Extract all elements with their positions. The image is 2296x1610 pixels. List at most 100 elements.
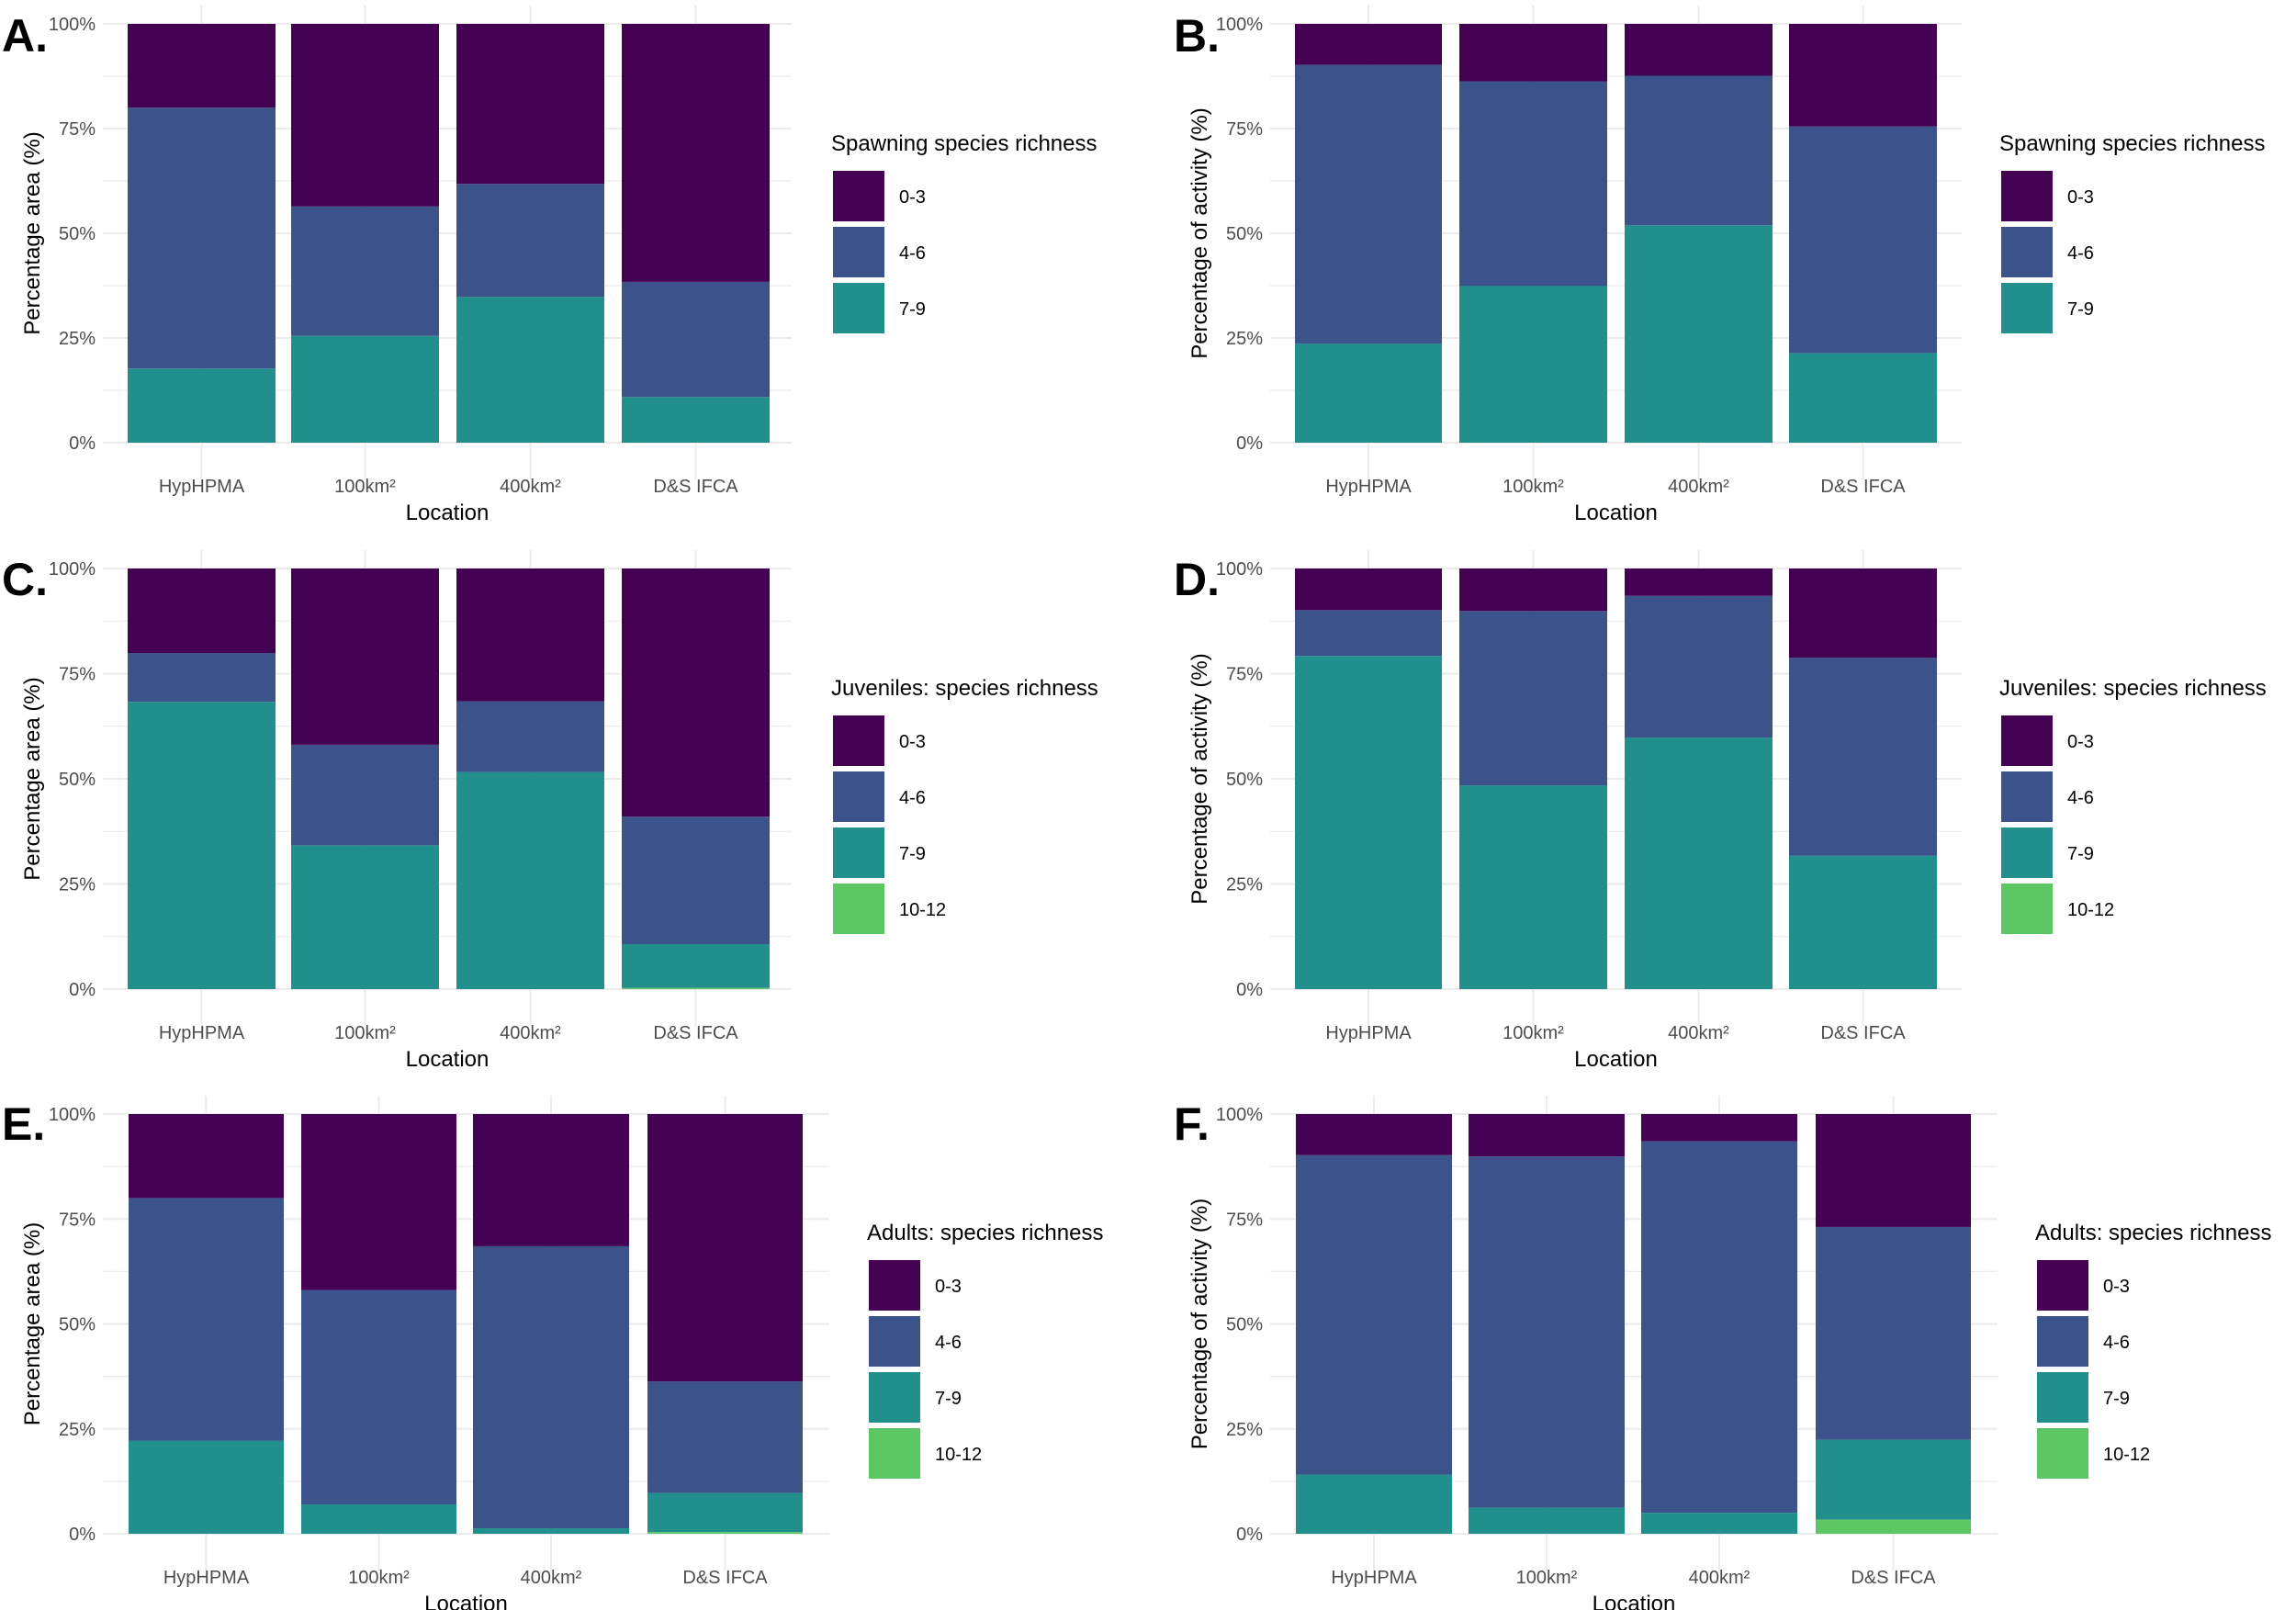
y-axis-title: Percentage area (%) bbox=[20, 131, 45, 334]
y-tick-label: 100% bbox=[49, 15, 96, 35]
bar-segment-7-9-2 bbox=[473, 1528, 629, 1534]
x-tick-label: 400km² bbox=[1668, 1023, 1729, 1043]
bar-segment-7-9-3 bbox=[622, 943, 770, 988]
legend-key-4-6 bbox=[869, 1316, 920, 1367]
legend: Spawning species richness 0-3 4-6 7-9 bbox=[831, 131, 1097, 333]
panel-letter: F. bbox=[1174, 1098, 1210, 1150]
bar-segment-7-9-2 bbox=[456, 771, 604, 989]
legend-key-10-12 bbox=[2037, 1428, 2088, 1479]
legend-label: 10-12 bbox=[2067, 900, 2114, 920]
legend-label: 4-6 bbox=[2103, 1333, 2130, 1353]
legend: Juveniles: species richness 0-3 4-6 7-9 10-1… bbox=[831, 676, 1098, 934]
x-axis-title: Location bbox=[424, 1592, 508, 1610]
bar-segment-7-9-0 bbox=[129, 1440, 284, 1534]
bar-segment-7-9-1 bbox=[1459, 286, 1607, 443]
x-tick-label: 100km² bbox=[348, 1568, 410, 1588]
x-tick-label: HypHPMA bbox=[1325, 477, 1412, 497]
y-tick-label: 0% bbox=[1236, 980, 1263, 1000]
y-tick-label: 100% bbox=[1216, 15, 1263, 35]
bar-segment-7-9-0 bbox=[128, 368, 276, 443]
bar-segment-4-6-3 bbox=[1816, 1226, 1971, 1440]
x-tick-label: HypHPMA bbox=[1331, 1568, 1417, 1588]
legend-label: 4-6 bbox=[935, 1333, 962, 1353]
bar-segment-0-3-3 bbox=[1816, 1114, 1971, 1227]
bar-segment-7-9-2 bbox=[1625, 225, 1773, 443]
y-tick-label: 0% bbox=[69, 433, 96, 454]
bar-segment-7-9-0 bbox=[1295, 343, 1442, 443]
bar-segment-0-3-1 bbox=[1459, 569, 1607, 612]
y-tick-label: 100% bbox=[49, 1105, 96, 1125]
x-tick-label: HypHPMA bbox=[159, 1023, 245, 1043]
legend: Adults: species richness 0-3 4-6 7-9 10-12 bbox=[2035, 1221, 2271, 1479]
x-tick-label: HypHPMA bbox=[159, 477, 245, 497]
legend-label: 10-12 bbox=[899, 900, 946, 920]
panel-letter: C. bbox=[2, 554, 48, 605]
bar-segment-0-3-0 bbox=[128, 24, 276, 108]
bar-segment-4-6-0 bbox=[1295, 610, 1442, 657]
y-tick-label: 25% bbox=[1226, 329, 1263, 349]
bar-segment-7-9-3 bbox=[647, 1492, 803, 1533]
x-tick-label: 100km² bbox=[1516, 1568, 1578, 1588]
bar-segment-7-9-1 bbox=[1459, 785, 1607, 989]
y-tick-label: 25% bbox=[59, 329, 96, 349]
x-tick-label: HypHPMA bbox=[163, 1568, 250, 1588]
x-tick-label: 100km² bbox=[1503, 1023, 1564, 1043]
y-tick-label: 50% bbox=[59, 770, 96, 790]
bar-segment-4-6-1 bbox=[291, 206, 439, 336]
bar-segment-7-9-0 bbox=[128, 702, 276, 989]
bar-segment-7-9-1 bbox=[291, 335, 439, 443]
legend-title: Adults: species richness bbox=[867, 1221, 1103, 1245]
x-tick-label: D&S IFCA bbox=[653, 1023, 738, 1043]
legend-title: Adults: species richness bbox=[2035, 1221, 2271, 1245]
legend-label: 4-6 bbox=[899, 243, 926, 264]
legend-key-0-3 bbox=[2001, 715, 2053, 766]
bar-segment-0-3-1 bbox=[291, 24, 439, 207]
bar-segment-7-9-2 bbox=[1625, 737, 1773, 989]
bar-segment-0-3-2 bbox=[473, 1114, 629, 1246]
bar-segment-4-6-2 bbox=[1625, 595, 1773, 738]
legend-key-4-6 bbox=[833, 227, 884, 277]
bar-segment-4-6-3 bbox=[622, 816, 770, 944]
y-tick-label: 50% bbox=[1226, 770, 1263, 790]
x-tick-label: 100km² bbox=[334, 477, 396, 497]
legend: Juveniles: species richness 0-3 4-6 7-9 10-1… bbox=[1999, 676, 2267, 934]
bar-segment-0-3-0 bbox=[1296, 1114, 1452, 1155]
legend-title: Spawning species richness bbox=[1999, 131, 2266, 156]
y-tick-label: 50% bbox=[59, 1315, 96, 1335]
legend-key-7-9 bbox=[2001, 283, 2053, 333]
bar-segment-4-6-0 bbox=[1295, 64, 1442, 344]
bar-segment-7-9-0 bbox=[1295, 656, 1442, 989]
y-tick-label: 100% bbox=[1216, 1105, 1263, 1125]
x-tick-label: 100km² bbox=[334, 1023, 396, 1043]
y-axis-title: Percentage area (%) bbox=[20, 1222, 45, 1425]
panel-letter: B. bbox=[1174, 10, 1220, 62]
y-tick-label: 25% bbox=[1226, 1420, 1263, 1440]
bar-segment-4-6-1 bbox=[1459, 611, 1607, 786]
legend-label: 7-9 bbox=[2067, 844, 2094, 864]
bar-segment-4-6-0 bbox=[128, 107, 276, 369]
legend-key-7-9 bbox=[2037, 1372, 2088, 1423]
bar-segment-7-9-3 bbox=[1789, 855, 1937, 989]
y-tick-label: 75% bbox=[1226, 1210, 1263, 1230]
legend-title: Juveniles: species richness bbox=[1999, 676, 2267, 701]
legend: Adults: species richness 0-3 4-6 7-9 10-12 bbox=[867, 1221, 1103, 1479]
bar-segment-7-9-0 bbox=[1296, 1474, 1452, 1534]
bar-segment-10-12-3 bbox=[1816, 1519, 1971, 1534]
bar-segment-7-9-3 bbox=[1816, 1439, 1971, 1520]
legend-label: 0-3 bbox=[2103, 1277, 2130, 1297]
legend-key-0-3 bbox=[2001, 171, 2053, 221]
bar-segment-0-3-2 bbox=[456, 24, 604, 185]
legend-label: 10-12 bbox=[935, 1445, 982, 1465]
legend-label: 0-3 bbox=[2067, 187, 2094, 208]
y-tick-label: 50% bbox=[1226, 1315, 1263, 1335]
bar-segment-7-9-1 bbox=[1469, 1507, 1625, 1534]
bar-segment-7-9-3 bbox=[1789, 353, 1937, 443]
y-axis-title: Percentage area (%) bbox=[20, 677, 45, 880]
y-axis-title: Percentage of activity (%) bbox=[1187, 653, 1212, 904]
legend-key-4-6 bbox=[2001, 771, 2053, 822]
y-tick-label: 25% bbox=[59, 875, 96, 895]
y-tick-label: 0% bbox=[69, 980, 96, 1000]
legend-label: 0-3 bbox=[899, 732, 926, 752]
bar-segment-0-3-1 bbox=[1459, 24, 1607, 82]
legend-key-10-12 bbox=[833, 884, 884, 934]
